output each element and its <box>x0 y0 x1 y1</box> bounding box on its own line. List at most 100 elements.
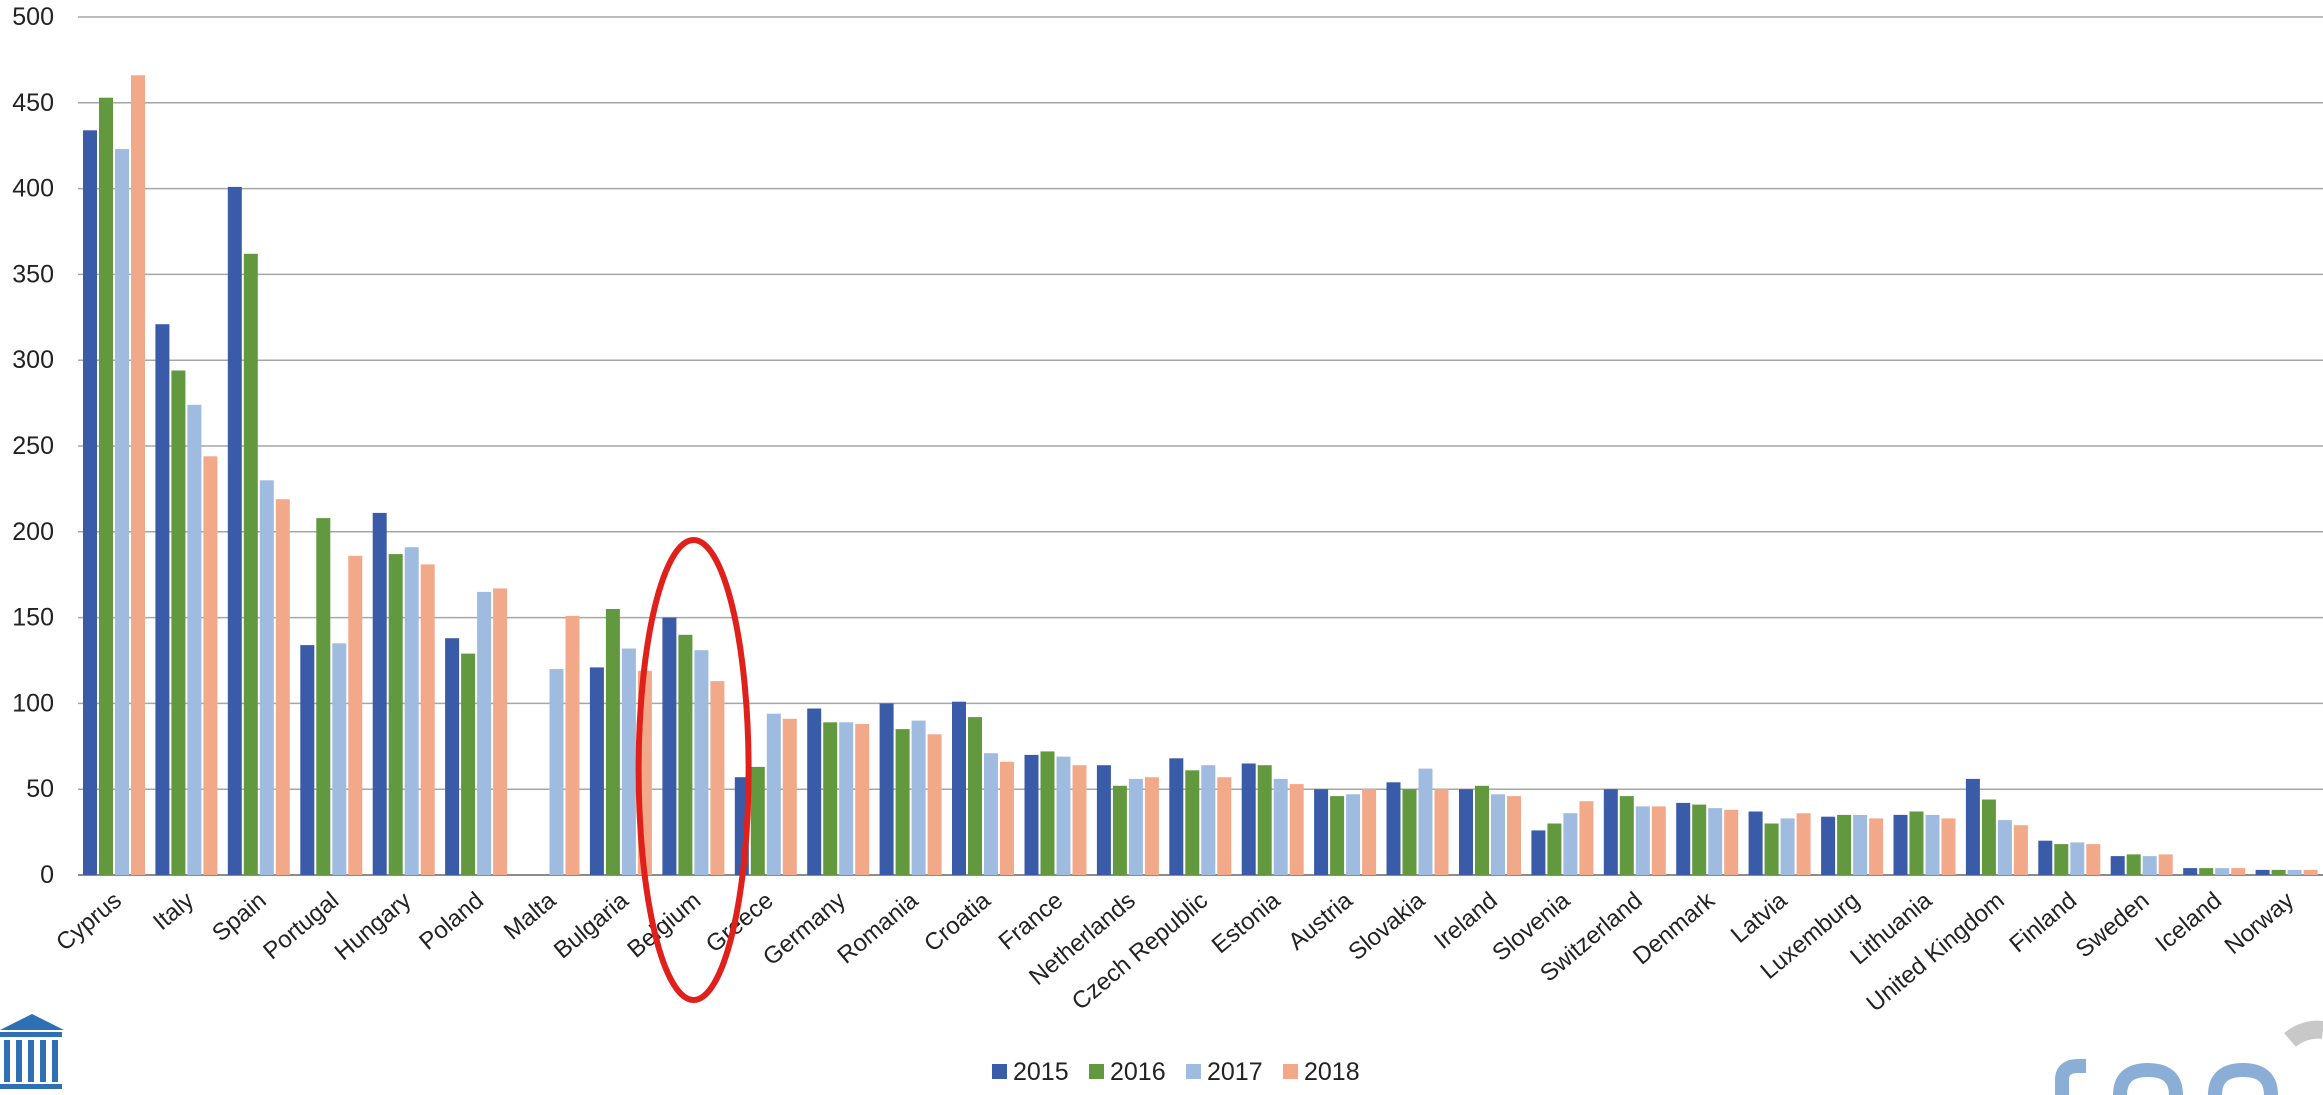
y-tick-label: 350 <box>12 260 54 288</box>
bar-2017-hungary <box>404 547 419 875</box>
y-tick-label: 400 <box>12 175 54 203</box>
x-tick-label: Czech Republic <box>1067 887 1213 1016</box>
x-tick-label: Slovakia <box>1343 886 1430 965</box>
bar-2015-belgium <box>662 617 677 875</box>
bar-2017-estonia <box>1273 778 1288 875</box>
bar-2018-united-kingdom <box>2013 825 2028 875</box>
bar-2018-portugal <box>348 555 363 875</box>
bar-2018-cyprus <box>131 75 145 876</box>
bar-2018-greece <box>782 718 797 875</box>
x-tick-label: Finland <box>2004 887 2082 958</box>
bar-2015-austria <box>1314 789 1329 875</box>
x-tick-label: Belgium <box>622 887 706 963</box>
x-tick-label: Croatia <box>919 886 996 957</box>
bar-2015-spain <box>227 186 242 875</box>
bar-2017-belgium <box>694 650 709 875</box>
bar-2015-slovakia <box>1386 782 1401 875</box>
bar-2017-ireland <box>1491 794 1505 875</box>
bar-2018-france <box>1072 765 1087 875</box>
bar-2016-iceland <box>2199 868 2214 875</box>
legend-swatch <box>992 1064 1007 1079</box>
bar-2018-germany <box>855 724 870 875</box>
bar-2018-belgium <box>710 681 725 875</box>
bar-2016-romania <box>895 729 910 875</box>
bar-2018-estonia <box>1289 784 1304 875</box>
x-tick-label: Hungary <box>330 887 417 966</box>
bar-2016-latvia <box>1764 823 1779 875</box>
bar-2018-switzerland <box>1651 806 1666 875</box>
bar-2015-portugal <box>300 645 315 875</box>
y-tick-label: 450 <box>12 89 54 117</box>
y-tick-label: 150 <box>12 604 54 632</box>
bar-2016-czech-republic <box>1185 770 1200 875</box>
annotation-layer <box>635 537 752 1003</box>
bar-2015-ireland <box>1459 789 1473 875</box>
bar-2018-ireland <box>1507 796 1521 875</box>
x-tick-label: Germany <box>758 887 851 971</box>
bar-2015-czech-republic <box>1169 758 1184 875</box>
x-tick-label: Norway <box>2220 887 2300 960</box>
bar-2017-finland <box>2070 842 2085 875</box>
bar-2015-germany <box>807 708 822 875</box>
bar-2017-norway <box>2287 869 2302 875</box>
bar-2018-iceland <box>2231 868 2246 875</box>
bar-2017-austria <box>1346 794 1361 875</box>
y-tick-label: 200 <box>12 518 54 546</box>
bar-2016-austria <box>1330 796 1345 875</box>
bar-2017-czech-republic <box>1201 765 1216 875</box>
bar-2017-slovenia <box>1563 813 1578 875</box>
bar-2016-portugal <box>316 518 331 875</box>
bar-2018-czech-republic <box>1217 777 1232 875</box>
bar-2016-hungary <box>388 554 403 875</box>
bar-2018-romania <box>927 734 942 875</box>
bar-2017-croatia <box>984 753 998 875</box>
bar-2018-italy <box>203 456 218 875</box>
bar-2015-croatia <box>952 701 966 875</box>
bar-2015-slovenia <box>1531 830 1546 875</box>
bar-2016-bulgaria <box>605 609 620 875</box>
x-tick-label: Portugal <box>258 887 344 965</box>
bar-2017-sweden <box>2142 856 2157 875</box>
bar-2016-norway <box>2271 869 2286 875</box>
x-tick-label: Bulgaria <box>549 886 634 964</box>
bar-2015-italy <box>155 324 170 875</box>
bar-2018-croatia <box>1000 761 1014 875</box>
highlight-ellipse <box>635 537 752 1003</box>
x-tick-label: Italy <box>148 887 199 936</box>
bar-2017-bulgaria <box>621 648 636 875</box>
legend-swatch <box>1186 1064 1201 1079</box>
bar-2016-cyprus <box>99 97 113 875</box>
bar-2016-netherlands <box>1112 785 1127 875</box>
bar-2016-slovenia <box>1547 823 1562 875</box>
y-tick-label: 100 <box>12 689 54 717</box>
x-tick-label: Poland <box>414 887 489 956</box>
bar-2016-united-kingdom <box>1981 799 1996 875</box>
bar-2017-united-kingdom <box>1997 820 2012 875</box>
x-tick-label: Iceland <box>2150 887 2227 957</box>
bar-2015-iceland <box>2183 868 2198 875</box>
legend-label: 2017 <box>1207 1058 1263 1086</box>
bar-2017-france <box>1056 756 1071 875</box>
bar-2016-finland <box>2054 844 2069 875</box>
bar-2018-finland <box>2086 844 2101 875</box>
x-tick-label: Romania <box>832 886 923 969</box>
y-tick-label: 300 <box>12 346 54 374</box>
x-tick-label: Sweden <box>2071 887 2155 963</box>
bar-2015-romania <box>879 703 894 875</box>
y-tick-label: 50 <box>26 775 54 803</box>
legend-label: 2018 <box>1304 1058 1360 1086</box>
bar-2017-germany <box>839 722 854 875</box>
x-tick-label: Cyprus <box>51 887 127 957</box>
bar-2016-greece <box>750 766 765 875</box>
institution-logo <box>0 1014 64 1089</box>
x-tick-label: Spain <box>207 887 271 947</box>
bar-2018-spain <box>275 499 290 875</box>
bar-2017-latvia <box>1780 818 1795 875</box>
bar-2015-switzerland <box>1603 789 1618 875</box>
bar-2017-denmark <box>1708 808 1723 875</box>
bar-2018-slovenia <box>1579 801 1594 875</box>
bar-2017-iceland <box>2215 868 2230 875</box>
legend-label: 2015 <box>1013 1058 1069 1086</box>
